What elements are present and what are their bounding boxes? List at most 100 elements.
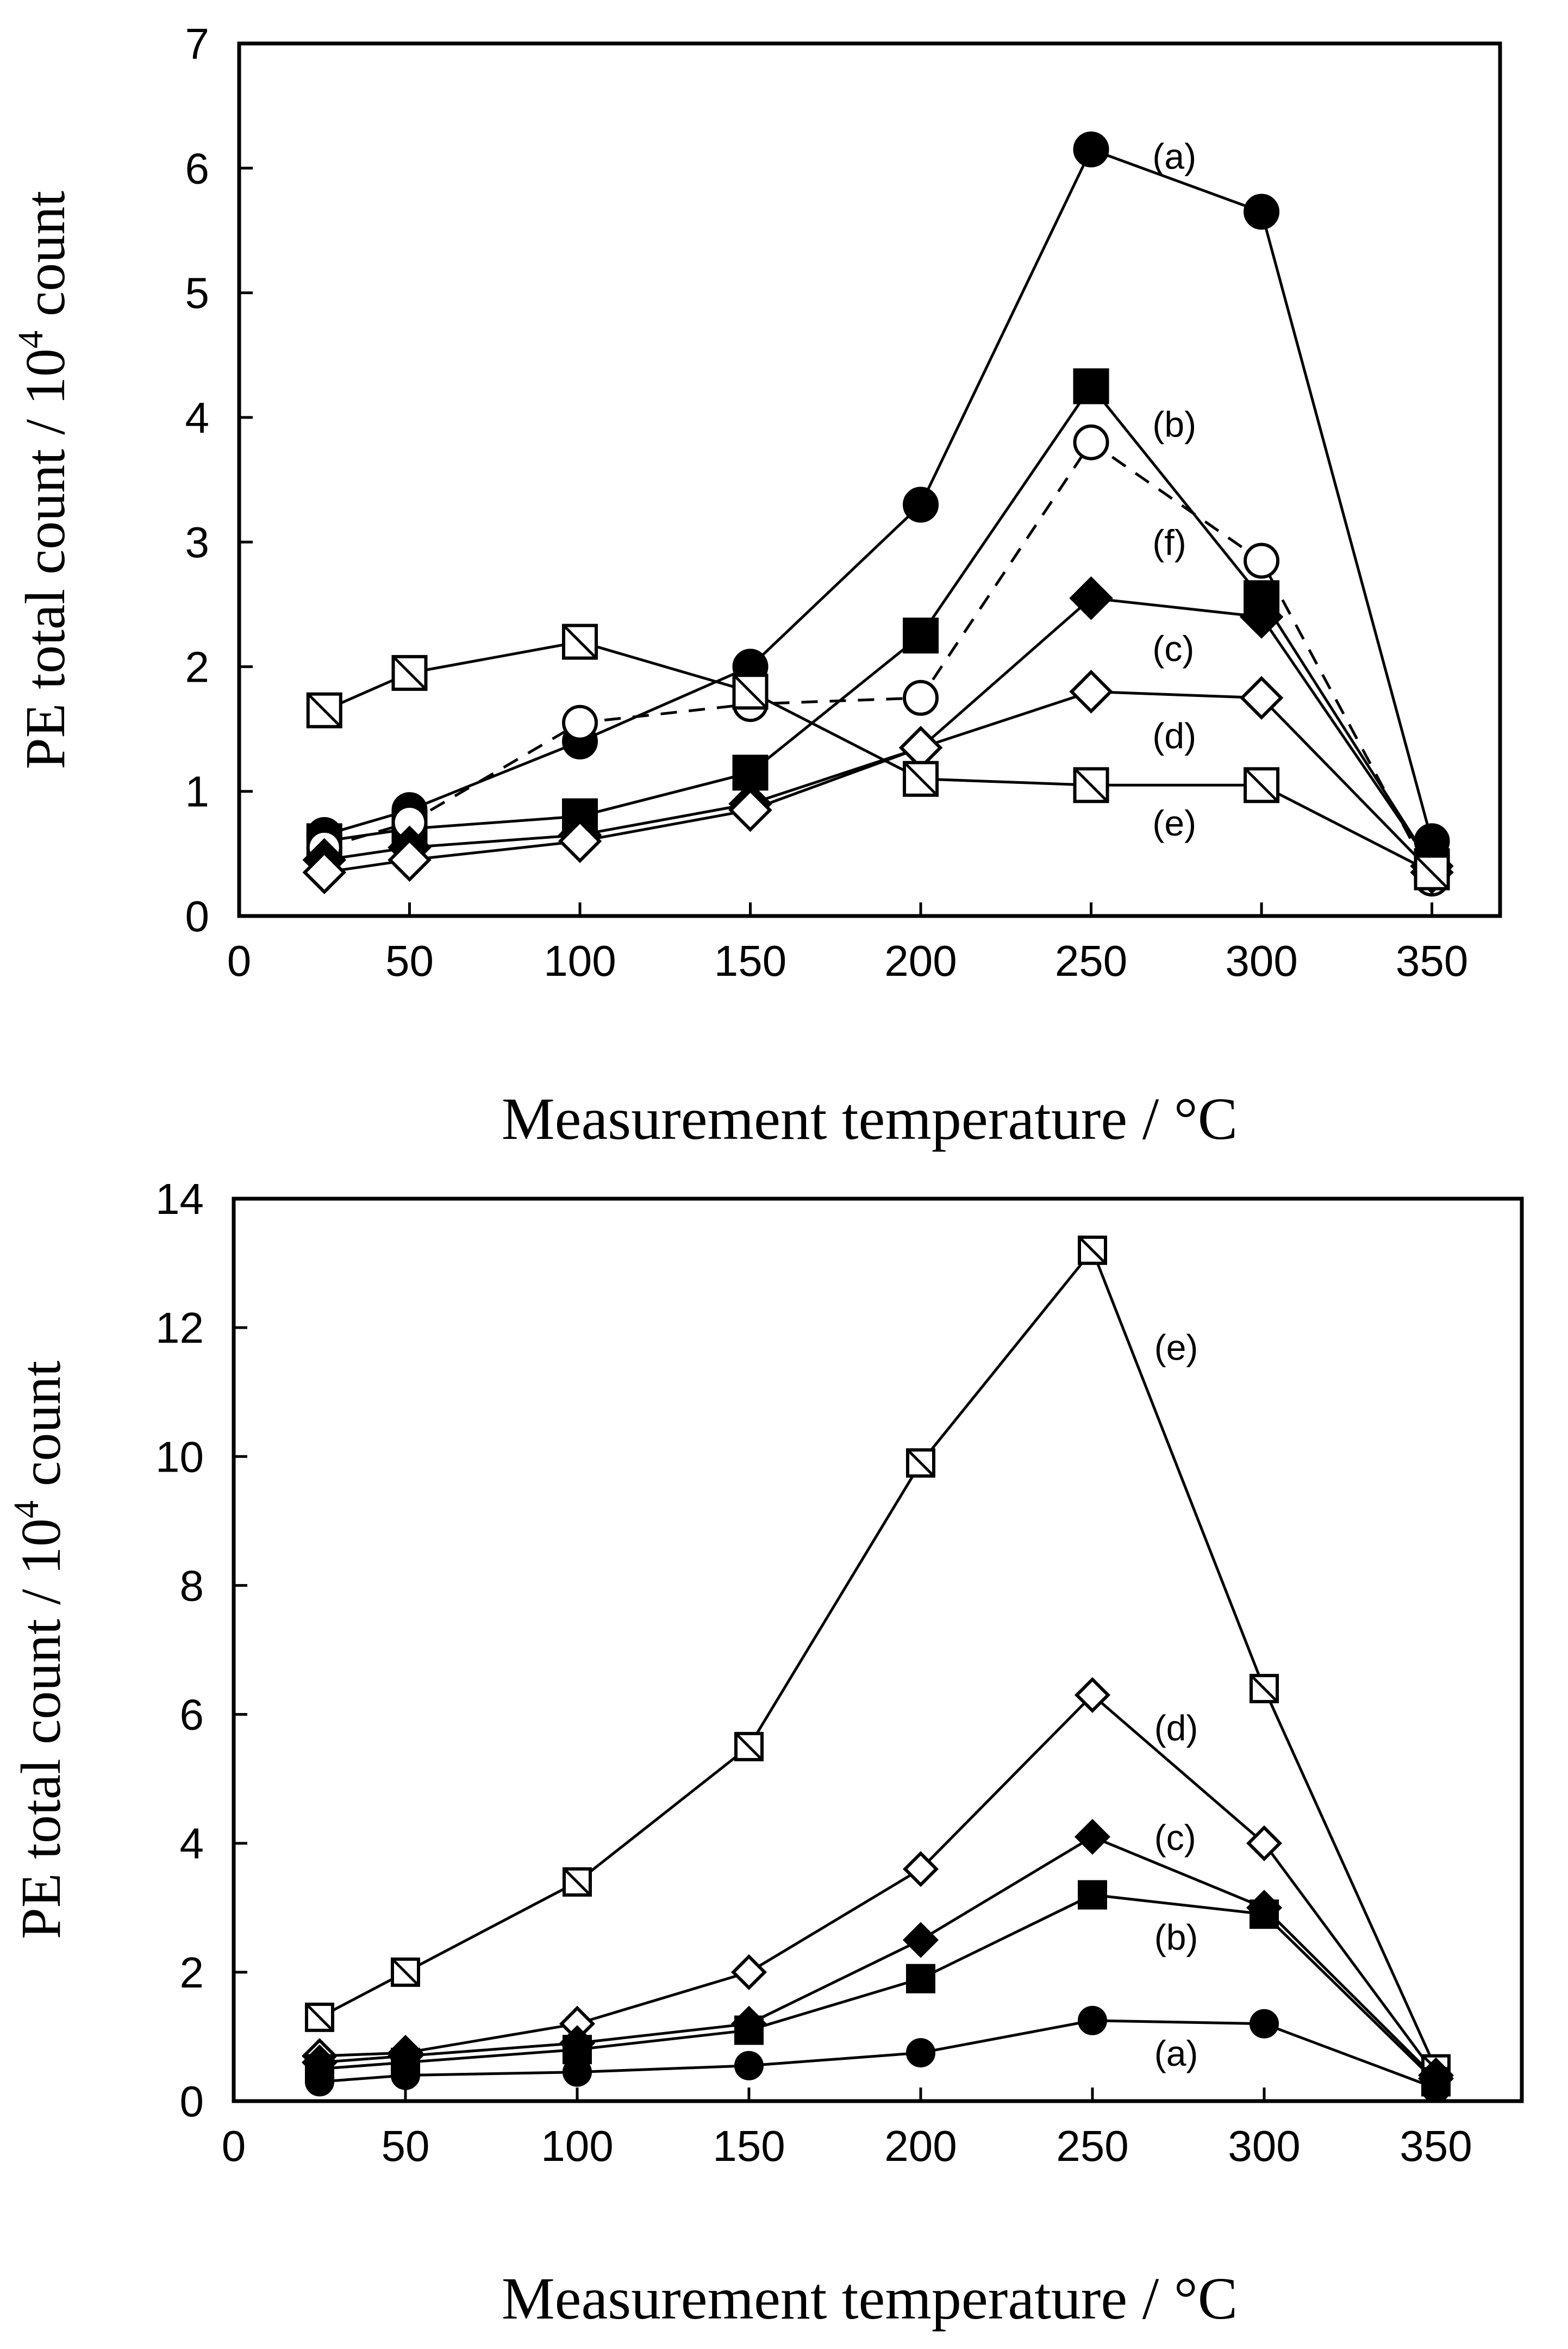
point-bottom-e-200 — [906, 1448, 935, 1478]
series-line-top-d — [324, 690, 1433, 874]
series-label-top-c: (c) — [1152, 628, 1194, 669]
y-tick-label-bottom-4: 4 — [180, 1820, 204, 1868]
point-top-f-250 — [1073, 424, 1109, 460]
x-tick-label-bottom-350: 350 — [1400, 2122, 1472, 2170]
point-bottom-a-50 — [391, 2060, 420, 2090]
point-top-e-50 — [391, 655, 428, 691]
point-top-f-300 — [1244, 543, 1280, 579]
series-line-bottom-c — [319, 1835, 1437, 2080]
y-tick-label-bottom-14: 14 — [155, 1175, 204, 1223]
y-tick-label-bottom-12: 12 — [155, 1304, 204, 1352]
series-line-bottom-d — [319, 1693, 1438, 2077]
series-line-top-c — [324, 596, 1433, 867]
point-bottom-d-300 — [1246, 1825, 1283, 1861]
point-bottom-b-250 — [1078, 1880, 1107, 1910]
y-tick-label-bottom-0: 0 — [180, 2077, 204, 2126]
y-tick-label-top-2: 2 — [185, 643, 210, 691]
point-top-f-200 — [903, 680, 939, 716]
plot-frame-top — [237, 41, 1502, 918]
series-label-top-d: (d) — [1152, 716, 1196, 756]
x-tick-label-top-50: 50 — [385, 937, 434, 985]
point-bottom-a-150 — [734, 2051, 764, 2080]
point-top-e-200 — [903, 761, 939, 797]
y-tick-label-bottom-8: 8 — [180, 1561, 204, 1610]
point-top-d-150 — [728, 788, 772, 832]
series-label-bottom-c: (c) — [1154, 1817, 1196, 1858]
plot-frame-bottom — [232, 1197, 1524, 2103]
y-tick-label-top-1: 1 — [185, 768, 210, 816]
point-bottom-a-200 — [906, 2038, 935, 2068]
point-top-b-200 — [903, 618, 939, 654]
point-top-d-300 — [1239, 676, 1284, 720]
point-top-e-25 — [306, 692, 342, 728]
y-axis-title-bottom: PE total count / 104 count — [7, 1361, 72, 1939]
series-line-top-f — [324, 440, 1433, 880]
point-bottom-d-250 — [1074, 1677, 1111, 1714]
series-line-bottom-e — [318, 1247, 1438, 2070]
series-label-top-e: (e) — [1152, 803, 1196, 843]
point-top-d-250 — [1069, 670, 1113, 714]
point-bottom-e-150 — [734, 1731, 764, 1761]
series-line-top-a — [324, 147, 1434, 842]
point-top-d-50 — [388, 838, 432, 882]
x-tick-label-top-200: 200 — [884, 937, 957, 985]
point-bottom-b-150 — [734, 2015, 764, 2045]
point-bottom-e-50 — [391, 1957, 420, 1987]
point-top-e-250 — [1073, 767, 1109, 803]
point-bottom-a-300 — [1250, 2009, 1279, 2039]
x-tick-label-bottom-300: 300 — [1228, 2122, 1300, 2170]
point-top-f-100 — [562, 705, 598, 741]
x-tick-label-top-150: 150 — [714, 937, 786, 985]
y-tick-label-top-5: 5 — [185, 269, 210, 317]
y-axis-title-top: PE total count / 104 count — [11, 191, 77, 769]
x-tick-label-top-350: 350 — [1396, 937, 1468, 985]
point-top-e-100 — [562, 624, 598, 660]
point-top-d-25 — [302, 850, 346, 894]
series-line-bottom-a — [319, 2019, 1436, 2090]
point-top-a-300 — [1244, 194, 1280, 230]
point-top-c-250 — [1069, 576, 1113, 620]
y-tick-label-bottom-2: 2 — [180, 1948, 204, 1997]
point-top-a-250 — [1073, 131, 1109, 167]
point-top-d-100 — [558, 819, 602, 863]
series-line-top-e — [323, 640, 1433, 874]
y-tick-label-bottom-6: 6 — [180, 1691, 204, 1739]
x-tick-label-bottom-100: 100 — [541, 2122, 613, 2170]
point-top-e-350 — [1414, 854, 1450, 890]
point-bottom-d-200 — [902, 1851, 939, 1887]
point-bottom-c-200 — [902, 1922, 939, 1958]
x-tick-label-bottom-200: 200 — [884, 2122, 957, 2170]
point-top-e-300 — [1244, 767, 1280, 803]
y-tick-label-top-4: 4 — [185, 394, 210, 442]
series-label-top-f: (f) — [1152, 522, 1186, 563]
x-tick-label-top-0: 0 — [227, 937, 252, 985]
point-bottom-b-300 — [1250, 1899, 1279, 1929]
series-label-bottom-e: (e) — [1154, 1328, 1198, 1368]
point-bottom-d-150 — [730, 1954, 767, 1990]
x-tick-label-top-300: 300 — [1225, 937, 1297, 985]
chart-top: 0 50 100 150 200 250 300 350 0 1 2 3 4 5 6 7 (a) (b) (f) (… — [11, 20, 1502, 1152]
series-line-bottom-b — [319, 1893, 1437, 2083]
y-tick-label-top-7: 7 — [185, 20, 210, 68]
series-label-bottom-d: (d) — [1154, 1708, 1198, 1748]
y-tick-label-bottom-10: 10 — [155, 1432, 204, 1481]
x-axis-title-top: Measurement temperature / °C — [502, 1086, 1238, 1152]
series-label-bottom-b: (b) — [1154, 1917, 1198, 1958]
y-tick-label-top-3: 3 — [185, 518, 210, 566]
series-line-top-b — [324, 384, 1433, 867]
point-bottom-a-25 — [305, 2067, 334, 2097]
point-bottom-a-250 — [1078, 2005, 1107, 2035]
point-top-e-150 — [732, 674, 769, 710]
point-bottom-e-300 — [1250, 1674, 1279, 1704]
point-bottom-b-200 — [906, 1964, 935, 1993]
series-label-top-b: (b) — [1152, 404, 1196, 444]
y-tick-label-top-0: 0 — [185, 892, 210, 940]
point-bottom-e-25 — [305, 2002, 334, 2032]
x-tick-label-top-250: 250 — [1055, 937, 1127, 985]
series-label-top-a: (a) — [1152, 136, 1196, 176]
x-tick-label-bottom-0: 0 — [222, 2122, 246, 2170]
x-tick-label-top-100: 100 — [544, 937, 616, 985]
point-bottom-c-250 — [1074, 1818, 1111, 1855]
point-top-a-200 — [903, 487, 939, 523]
point-bottom-a-100 — [563, 2057, 592, 2087]
